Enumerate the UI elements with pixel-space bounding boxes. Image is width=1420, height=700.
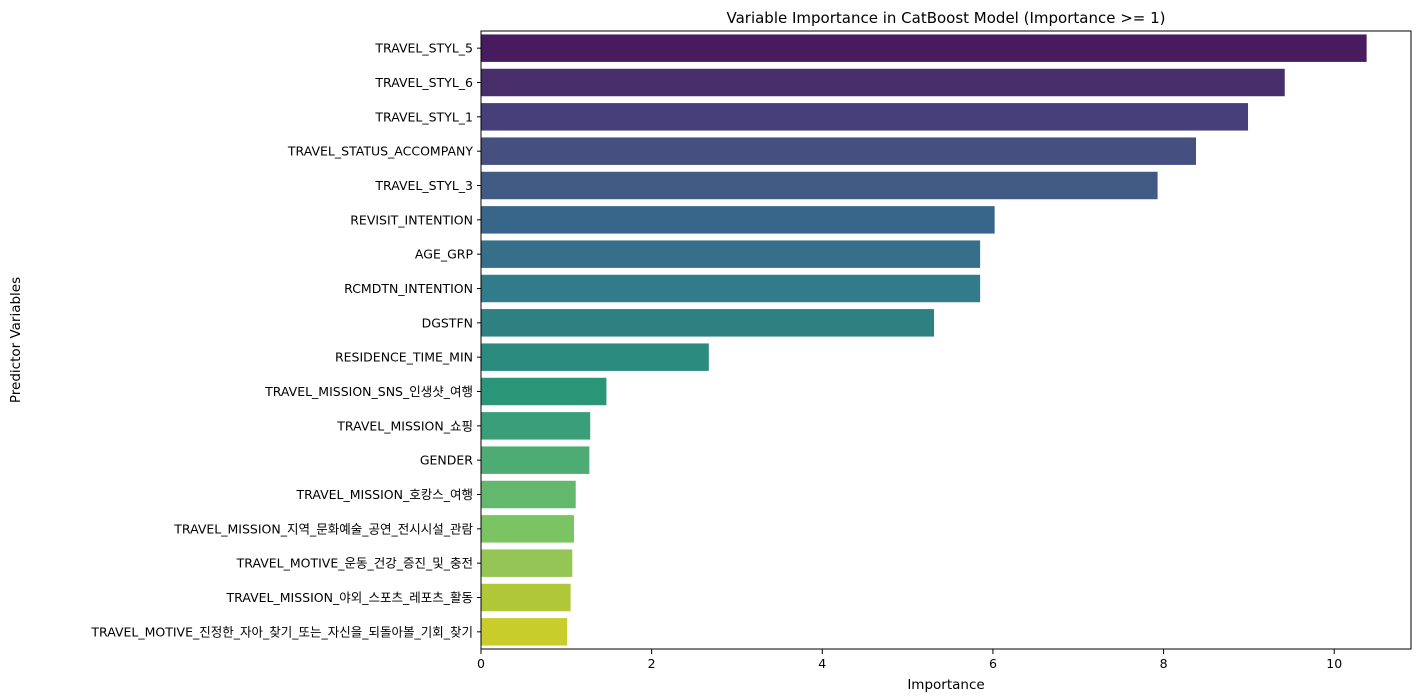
y-tick-label: AGE_GRP	[415, 247, 474, 262]
x-tick-label: 10	[1326, 656, 1342, 671]
bar-11	[481, 377, 607, 406]
y-tick-label: TRAVEL_MISSION_SNS_인생샷_여행	[264, 384, 473, 399]
bar-7	[481, 240, 981, 268]
bar-10	[481, 343, 709, 371]
x-tick-label: 2	[648, 656, 656, 671]
y-tick-label: RESIDENCE_TIME_MIN	[335, 350, 473, 365]
x-tick-label: 0	[477, 656, 485, 671]
plot-frame	[480, 30, 1412, 650]
y-tick-label: TRAVEL_MOTIVE_운동_건강_증진_및_충전	[236, 556, 473, 571]
y-tick-label: TRAVEL_STATUS_ACCOMPANY	[287, 144, 473, 159]
chart-title: Variable Importance in CatBoost Model (I…	[726, 9, 1165, 27]
y-tick-label: DGSTFN	[422, 315, 473, 330]
y-tick-label: TRAVEL_STYL_3	[374, 178, 473, 193]
bar-2	[481, 68, 1285, 97]
y-tick-label: TRAVEL_MISSION_호캉스_여행	[296, 487, 473, 502]
bar-18	[481, 618, 568, 646]
bar-9	[481, 309, 935, 337]
y-tick-label: TRAVEL_STYL_5	[374, 41, 473, 56]
y-tick-label: TRAVEL_STYL_1	[374, 109, 473, 124]
y-tick-label: TRAVEL_MOTIVE_진정한_자아_찾기_또는_자신을_되돌아볼_기회_찾…	[90, 624, 473, 639]
bar-1	[481, 34, 1367, 62]
x-axis-title: Importance	[907, 677, 984, 693]
y-tick-label: TRAVEL_MISSION_야외_스포츠_레포츠_활동	[226, 590, 473, 605]
bar-3	[481, 103, 1249, 131]
bar-16	[481, 549, 573, 577]
y-tick-label: REVISIT_INTENTION	[350, 212, 473, 227]
bar-6	[481, 206, 995, 234]
y-tick-label: TRAVEL_STYL_6	[374, 75, 473, 90]
bar-8	[481, 274, 981, 303]
y-tick-label: TRAVEL_MISSION_쇼핑	[336, 418, 473, 433]
y-tick-label: RCMDTN_INTENTION	[344, 281, 473, 296]
x-tick-label: 4	[818, 656, 826, 671]
bar-4	[481, 137, 1196, 165]
y-tick-label: TRAVEL_MISSION_지역_문화예술_공연_전시시설_관람	[173, 521, 473, 536]
x-tick-label: 6	[989, 656, 997, 671]
bar-5	[481, 171, 1158, 200]
bar-14	[481, 480, 576, 509]
bar-17	[481, 583, 571, 612]
y-tick-label: GENDER	[420, 453, 473, 468]
x-tick-label: 8	[1160, 656, 1168, 671]
bars-group	[481, 34, 1367, 646]
y-tick-labels: TRAVEL_STYL_5 TRAVEL_STYL_6 TRAVEL_STYL_1 T…	[90, 41, 481, 639]
y-axis-title: Predictor Variables	[8, 277, 24, 403]
x-ticks: 0 2 4 6 8 10	[477, 649, 1342, 671]
bar-13	[481, 446, 590, 474]
bar-15	[481, 515, 574, 543]
bar-12	[481, 412, 591, 440]
